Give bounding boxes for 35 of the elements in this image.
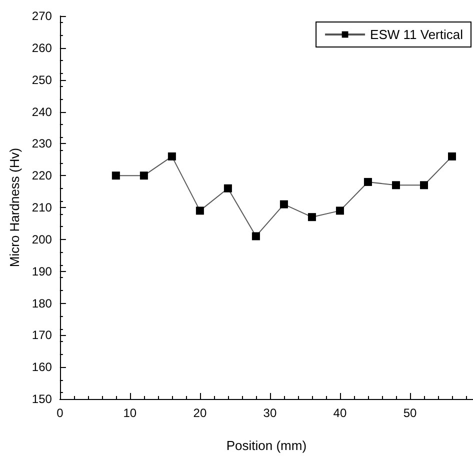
- point: [196, 206, 204, 215]
- point: [252, 232, 260, 240]
- y-tick-label: 200: [32, 232, 52, 246]
- x-tick-label: 20: [193, 406, 207, 420]
- point: [168, 152, 176, 160]
- x-axis-title: Position (mm): [226, 438, 307, 453]
- y-tick-label: 170: [32, 328, 52, 342]
- point: [364, 178, 372, 186]
- x-tick-label: 0: [56, 406, 64, 420]
- legend-label: ESW 11 Vertical: [370, 27, 464, 42]
- y-tick-label: 230: [32, 136, 52, 151]
- point: [392, 181, 400, 190]
- y-tick-label: 260: [32, 40, 52, 55]
- x-tick-label: 10: [123, 406, 137, 420]
- y-tick-label: 150: [32, 392, 52, 406]
- x-tick-label: 30: [263, 406, 277, 420]
- x-tick-label: 40: [333, 406, 347, 420]
- y-tick-label: 220: [32, 168, 52, 183]
- y-tick-label: 240: [32, 104, 52, 119]
- y-tick-label: 160: [32, 360, 52, 374]
- x-tick-label: 50: [403, 406, 417, 420]
- point: [280, 200, 288, 208]
- y-tick-label: 270: [32, 9, 52, 23]
- y-tick-label: 210: [32, 200, 52, 214]
- y-tick-label: 190: [32, 264, 52, 278]
- y-tick-label: 180: [32, 296, 52, 310]
- point: [308, 213, 316, 222]
- y-axis-title: Micro Hardness (Hv): [7, 148, 22, 268]
- point: [224, 184, 232, 192]
- point: [336, 206, 344, 215]
- point: [448, 152, 456, 160]
- point: [112, 172, 120, 180]
- point: [420, 181, 428, 190]
- point: [140, 172, 148, 180]
- y-tick-label: 250: [32, 72, 52, 87]
